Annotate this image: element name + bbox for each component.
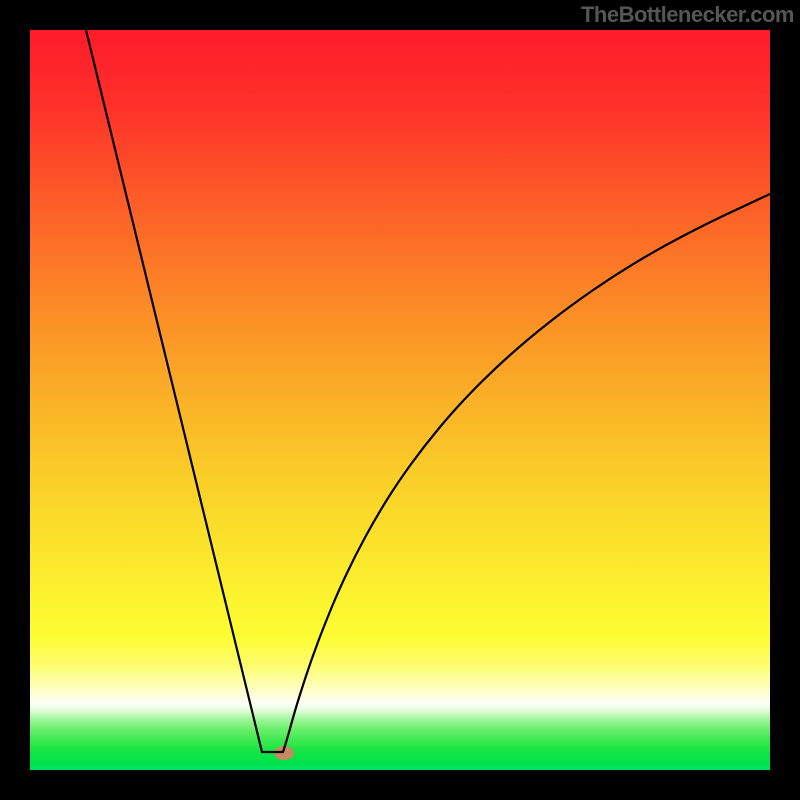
bottleneck-curve-svg bbox=[30, 30, 770, 770]
curve-left-branch bbox=[86, 30, 283, 752]
watermark-text: TheBottlenecker.com bbox=[581, 2, 794, 28]
chart-frame: TheBottlenecker.com bbox=[0, 0, 800, 800]
plot-area bbox=[30, 30, 770, 770]
curve-right-branch bbox=[283, 194, 770, 752]
